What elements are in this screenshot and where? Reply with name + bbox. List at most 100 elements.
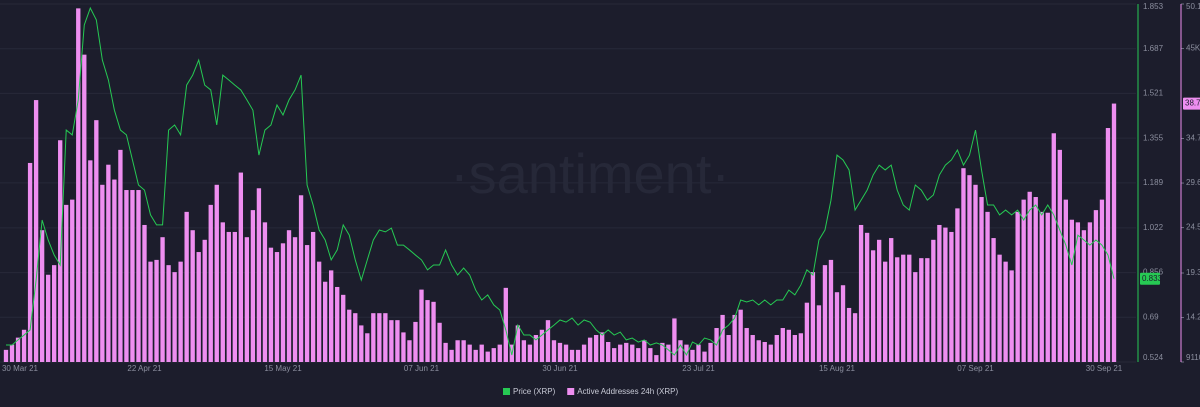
bar: [889, 238, 894, 362]
bar: [15, 337, 21, 362]
bar: [274, 252, 280, 362]
bar: [27, 162, 33, 362]
bar: [1087, 222, 1093, 362]
bar: [100, 184, 105, 362]
bar: [467, 344, 472, 362]
y-tick-label: 0.69: [1143, 312, 1159, 321]
y2-tick-label: 34.7K: [1186, 134, 1200, 143]
last-value-box: [1183, 97, 1200, 110]
y2-tick-label: 45K: [1186, 44, 1200, 53]
bar: [624, 342, 629, 362]
bar: [636, 348, 641, 362]
bar: [599, 332, 605, 362]
bar: [341, 294, 346, 362]
bar: [262, 222, 268, 362]
bar: [961, 168, 966, 362]
bar: [943, 227, 948, 362]
bar: [335, 286, 340, 362]
bar: [347, 309, 352, 362]
bar: [286, 230, 292, 362]
bar: [1111, 103, 1117, 363]
bar: [533, 335, 539, 362]
y-tick-label: 0.524: [1143, 353, 1164, 362]
bar: [52, 265, 57, 362]
bar: [94, 120, 99, 363]
bar: [70, 199, 75, 362]
bar: [660, 342, 665, 362]
bar: [907, 254, 912, 362]
bar: [810, 272, 816, 362]
bar: [1081, 230, 1087, 362]
bar: [786, 329, 791, 362]
bar: [21, 329, 27, 362]
bar: [708, 342, 713, 362]
bar: [672, 318, 677, 362]
bar: [9, 344, 15, 362]
bar: [232, 231, 237, 362]
legend-swatch[interactable]: [503, 388, 510, 395]
bar: [461, 340, 466, 362]
legend-label[interactable]: Price (XRP): [513, 387, 556, 396]
bar: [858, 224, 864, 362]
x-tick-label: 07 Sep 21: [957, 364, 994, 373]
bar: [395, 320, 400, 362]
y2-tick-label: 24.5K: [1186, 223, 1200, 232]
bar: [256, 188, 262, 362]
bar: [545, 320, 551, 362]
bar: [768, 344, 773, 362]
bar: [527, 344, 533, 362]
bar: [1093, 210, 1099, 362]
legend-swatch[interactable]: [567, 388, 575, 395]
bar: [654, 355, 659, 362]
bar: [901, 254, 906, 362]
bar: [895, 257, 900, 362]
bar: [106, 164, 111, 362]
y-tick-label: 1.853: [1143, 2, 1164, 11]
bar: [190, 230, 195, 362]
bar: [1057, 149, 1062, 362]
bar: [124, 190, 129, 362]
bar: [618, 344, 623, 362]
last-value-label: 0.833: [1142, 274, 1163, 283]
bar: [214, 184, 219, 362]
y-tick-label: 1.189: [1143, 178, 1164, 187]
bar: [563, 344, 569, 362]
bar: [720, 314, 725, 362]
bar: [292, 237, 298, 362]
bar: [479, 344, 484, 362]
bar: [196, 252, 201, 362]
bar: [226, 231, 231, 362]
bar: [750, 335, 755, 362]
bar: [557, 342, 563, 362]
bar: [371, 313, 376, 362]
bar: [238, 172, 244, 362]
bar: [870, 250, 876, 362]
bar: [431, 301, 436, 362]
bar: [979, 197, 984, 362]
bar: [973, 184, 978, 362]
bar: [455, 340, 460, 362]
bar: [485, 351, 490, 362]
legend-label[interactable]: Active Addresses 24h (XRP): [577, 387, 678, 396]
bar: [383, 313, 388, 362]
bar: [876, 239, 882, 362]
bar: [322, 281, 328, 362]
bar: [64, 204, 69, 362]
bar: [756, 340, 761, 362]
bar: [642, 340, 647, 362]
bar: [1003, 261, 1008, 362]
x-tick-label: 30 Sep 21: [1086, 364, 1123, 373]
bar: [744, 328, 749, 362]
bar: [497, 344, 502, 362]
bar: [648, 348, 653, 362]
y2-tick-label: 14.2K: [1186, 313, 1200, 322]
bar: [268, 247, 274, 362]
bar: [834, 292, 840, 362]
bar: [419, 289, 424, 362]
bar: [45, 274, 51, 362]
bar: [33, 100, 39, 363]
x-tick-label: 30 Mar 21: [2, 364, 39, 373]
bar: [804, 302, 810, 362]
bar: [3, 349, 9, 362]
bar: [985, 211, 990, 362]
